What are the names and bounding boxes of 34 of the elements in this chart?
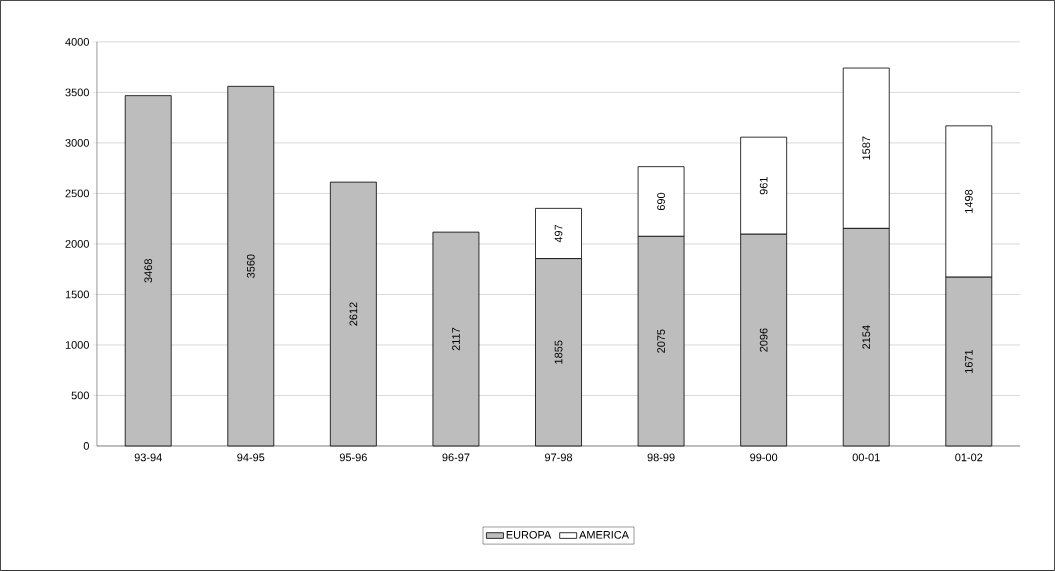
data-label: 2154	[862, 325, 871, 349]
data-label: 961	[759, 177, 768, 195]
x-tick-label: 95-96	[339, 453, 367, 462]
x-tick-label: 00-01	[852, 453, 880, 462]
data-label: 497	[554, 224, 563, 243]
y-tick-label: 1000	[65, 341, 89, 349]
data-label: 1587	[862, 136, 871, 160]
y-tick-label: 2000	[65, 240, 89, 248]
data-label: 2075	[657, 329, 665, 353]
y-tick-label: 4000	[65, 38, 89, 46]
data-label: 2117	[452, 327, 460, 351]
x-tick-label: 93-94	[134, 453, 162, 462]
x-tick-label: 96-97	[442, 453, 470, 462]
legend-label: EUROPA	[506, 531, 552, 539]
x-tick-label: 94-95	[237, 453, 265, 462]
x-tick-label: 99-00	[750, 453, 778, 462]
y-tick-label: 0	[83, 442, 89, 450]
y-tick-label: 500	[71, 391, 89, 400]
y-tick-label: 3000	[65, 139, 89, 147]
data-label: 1855	[554, 340, 563, 364]
legend-label: AMERICA	[579, 531, 629, 539]
data-label: 3560	[246, 254, 255, 278]
data-label: 690	[657, 192, 665, 211]
data-label: 2612	[349, 302, 358, 326]
data-label: 1498	[964, 189, 973, 213]
data-label: 1671	[964, 349, 973, 373]
x-tick-label: 97-98	[545, 453, 573, 462]
data-label: 2096	[759, 328, 768, 352]
data-label: 3468	[144, 259, 153, 283]
x-tick-label: 01-02	[955, 453, 983, 462]
x-tick-label: 98-99	[647, 453, 675, 462]
y-tick-label: 2500	[65, 189, 89, 198]
y-tick-label: 1500	[65, 290, 89, 299]
y-tick-label: 3500	[65, 88, 89, 97]
